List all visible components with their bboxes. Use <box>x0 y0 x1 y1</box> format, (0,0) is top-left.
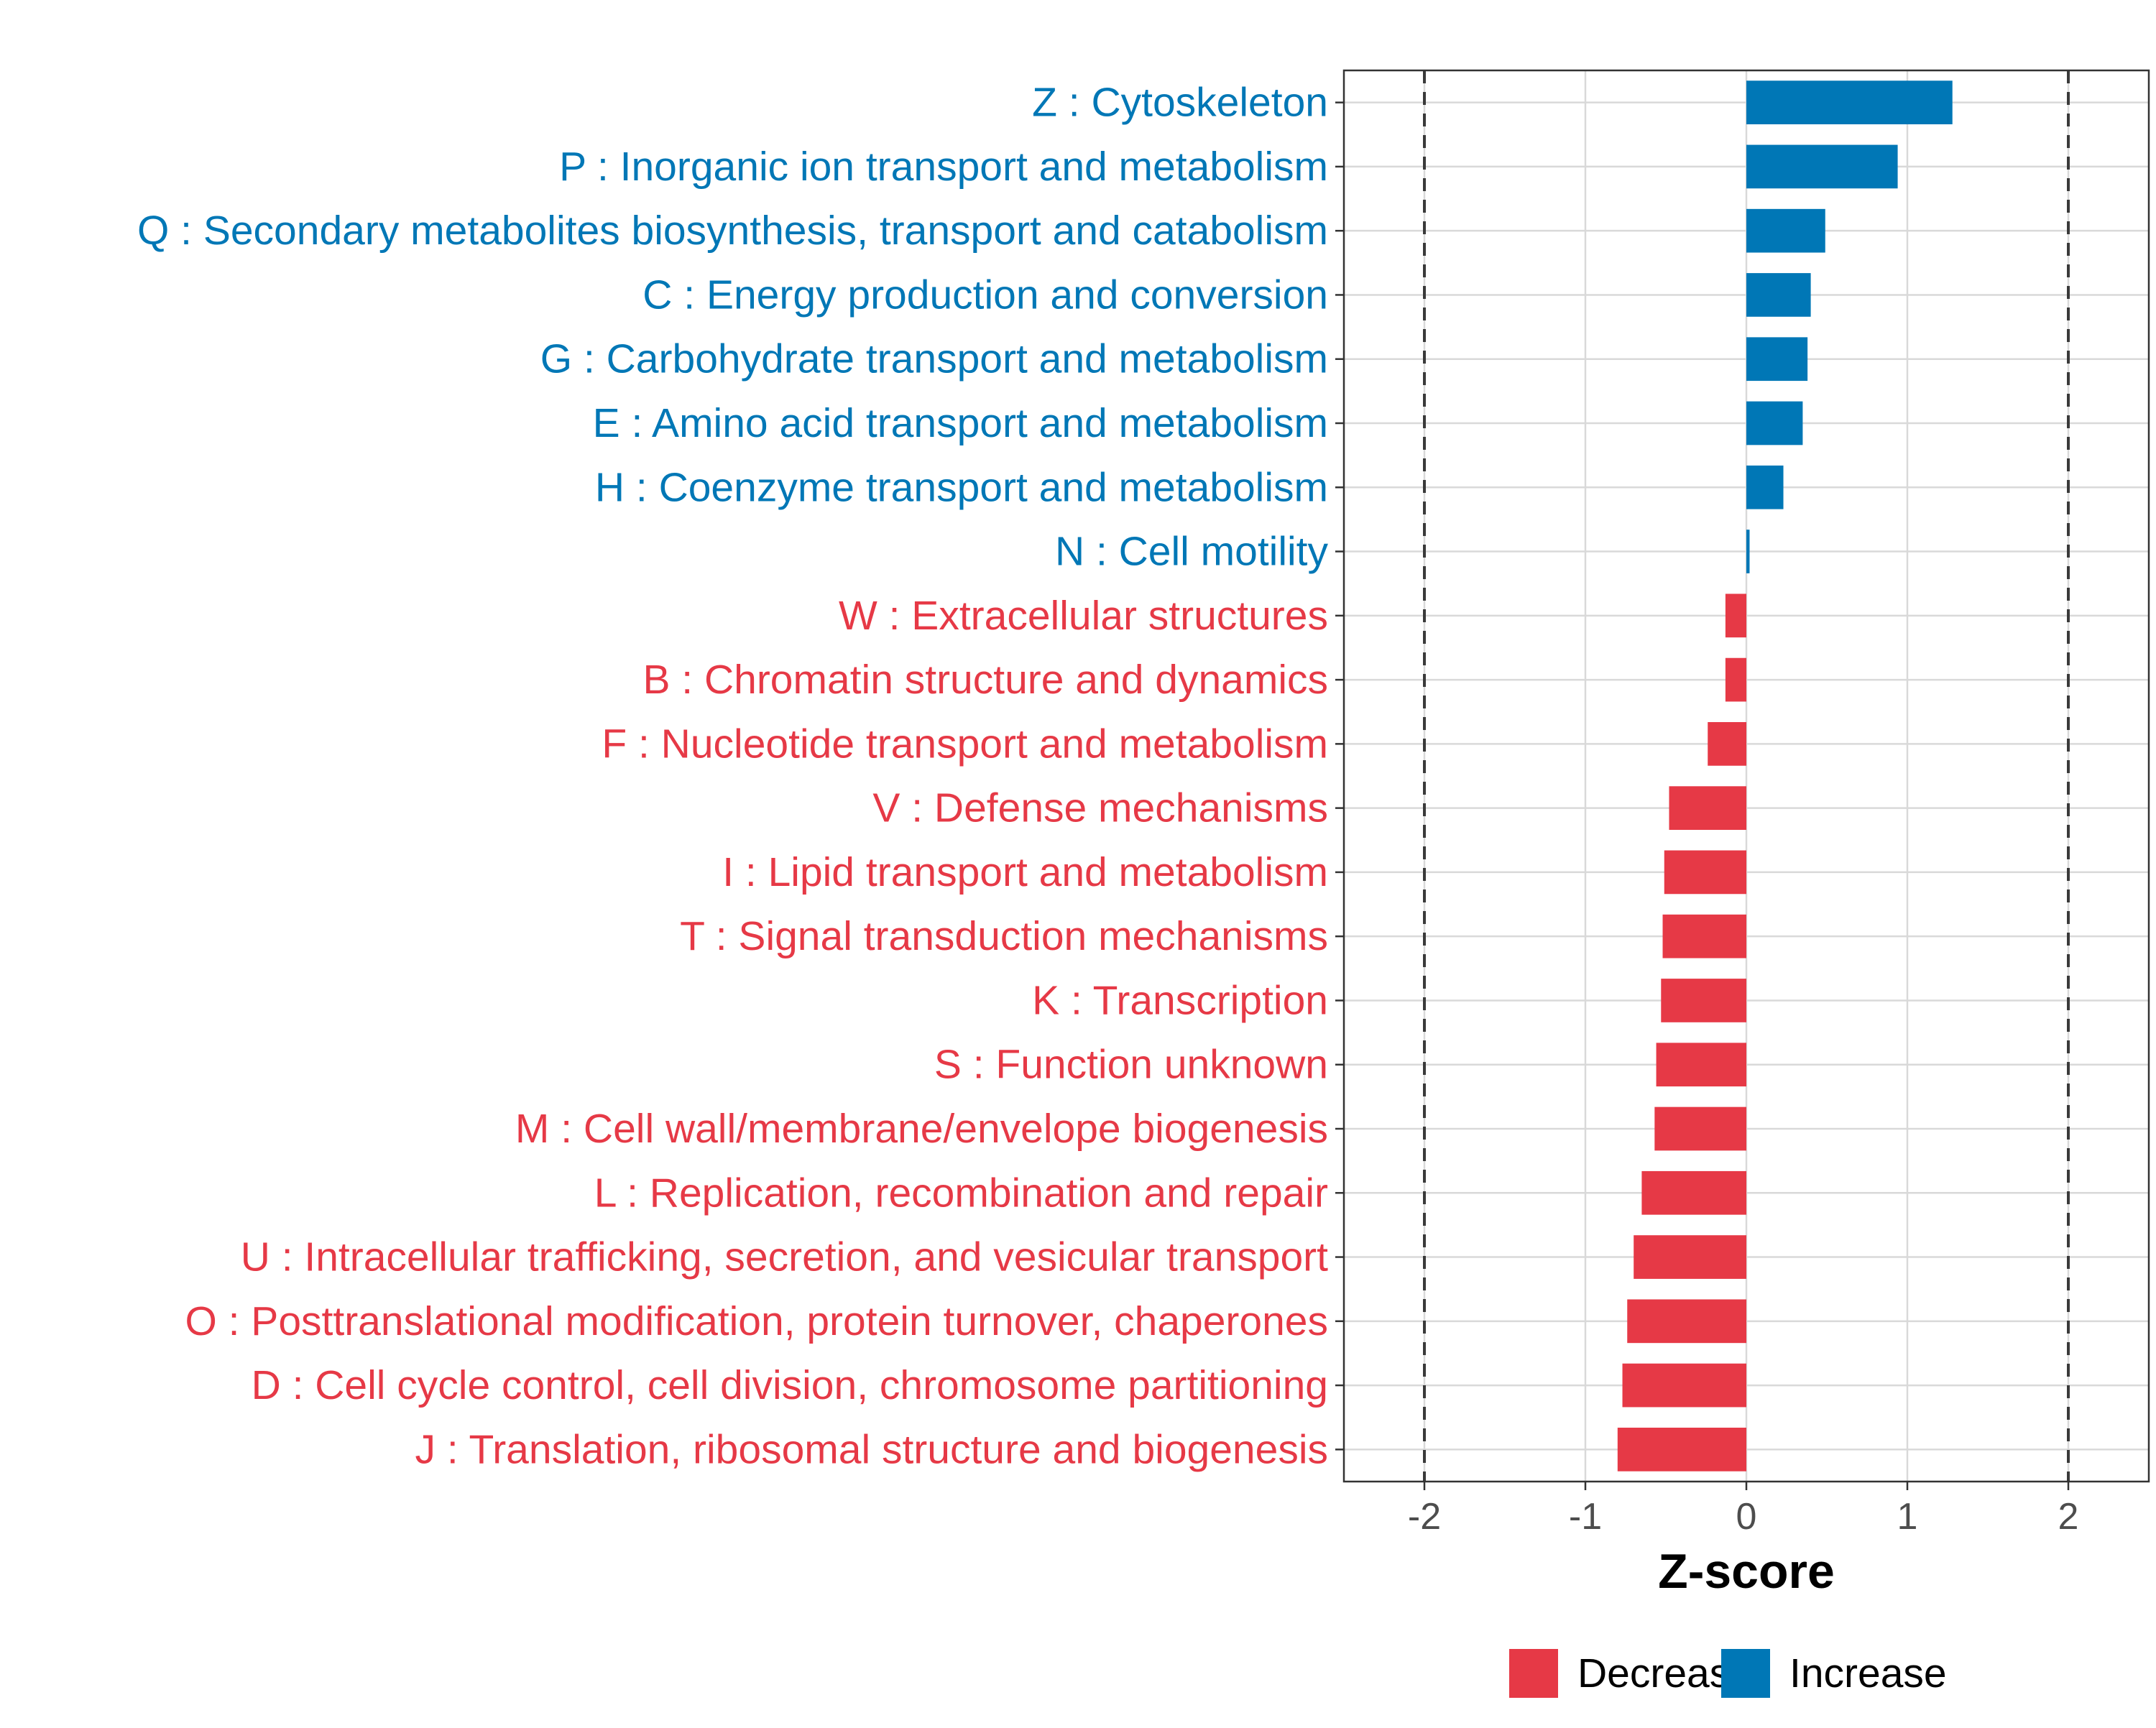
bar-p <box>1746 144 1898 189</box>
bar-z <box>1746 80 1953 124</box>
category-label: O : Posttranslational modification, prot… <box>185 1298 1328 1344</box>
x-tick-label: -1 <box>1569 1496 1602 1538</box>
bar-t <box>1662 914 1746 958</box>
category-label: G : Carbohydrate transport and metabolis… <box>540 336 1328 382</box>
category-label: B : Chromatin structure and dynamics <box>642 657 1328 703</box>
legend: Decrease Increase <box>1509 1649 1947 1698</box>
x-tick-label: 1 <box>1897 1496 1918 1538</box>
bar-o <box>1627 1299 1746 1344</box>
category-label: P : Inorganic ion transport and metaboli… <box>559 144 1328 190</box>
category-label: K : Transcription <box>1032 977 1328 1023</box>
bar-l <box>1641 1170 1746 1215</box>
category-label: D : Cell cycle control, cell division, c… <box>252 1362 1328 1408</box>
category-label: C : Energy production and conversion <box>642 272 1328 318</box>
category-label: L : Replication, recombination and repai… <box>594 1170 1328 1216</box>
bar-s <box>1656 1043 1746 1087</box>
bar-h <box>1746 465 1784 509</box>
x-tick-label: -2 <box>1408 1496 1441 1538</box>
legend-swatch-increase <box>1721 1649 1770 1698</box>
y-tick-marks <box>1335 101 1344 1451</box>
x-tick-label: 0 <box>1736 1496 1757 1538</box>
category-label: S : Function unknown <box>934 1042 1328 1088</box>
category-label: V : Defense mechanisms <box>872 785 1328 831</box>
x-tick-label: 2 <box>2058 1496 2079 1538</box>
category-label: H : Coenzyme transport and metabolism <box>595 464 1328 510</box>
bar-g <box>1746 337 1808 382</box>
category-label: Q : Secondary metabolites biosynthesis, … <box>137 208 1328 254</box>
category-label: I : Lipid transport and metabolism <box>722 849 1328 895</box>
legend-label-increase: Increase <box>1789 1650 1947 1696</box>
bar-q <box>1746 208 1825 253</box>
bar-w <box>1725 593 1746 638</box>
bar-f <box>1708 722 1746 766</box>
bar-i <box>1664 850 1746 895</box>
category-label: U : Intracellular trafficking, secretion… <box>241 1234 1328 1280</box>
category-label: F : Nucleotide transport and metabolism <box>602 721 1328 767</box>
bar-n <box>1746 530 1750 573</box>
category-label: E : Amino acid transport and metabolism <box>593 400 1328 446</box>
bar-u <box>1634 1235 1746 1279</box>
bar-m <box>1654 1106 1746 1151</box>
bar-c <box>1746 273 1811 317</box>
bar-e <box>1746 401 1803 445</box>
category-label: T : Signal transduction mechanisms <box>680 913 1328 959</box>
legend-swatch-decrease <box>1509 1649 1558 1698</box>
category-label: W : Extracellular structures <box>839 593 1328 639</box>
bar-k <box>1661 979 1746 1022</box>
category-labels: Z : Cytoskeleton P : Inorganic ion transp… <box>137 80 1329 1473</box>
category-label: M : Cell wall/membrane/envelope biogenes… <box>515 1106 1328 1152</box>
bar-v <box>1669 786 1746 830</box>
x-axis: -2 -1 0 1 2 <box>1408 1482 2079 1538</box>
category-label: J : Translation, ribosomal structure and… <box>415 1426 1328 1472</box>
reference-lines <box>1423 70 2070 1482</box>
category-label: N : Cell motility <box>1055 529 1329 575</box>
category-label: Z : Cytoskeleton <box>1032 80 1328 126</box>
x-axis-title: Z-score <box>1658 1544 1835 1599</box>
bar-d <box>1622 1363 1746 1408</box>
bar-b <box>1725 657 1746 702</box>
bars <box>1617 80 1953 1471</box>
bar-j <box>1617 1428 1746 1471</box>
